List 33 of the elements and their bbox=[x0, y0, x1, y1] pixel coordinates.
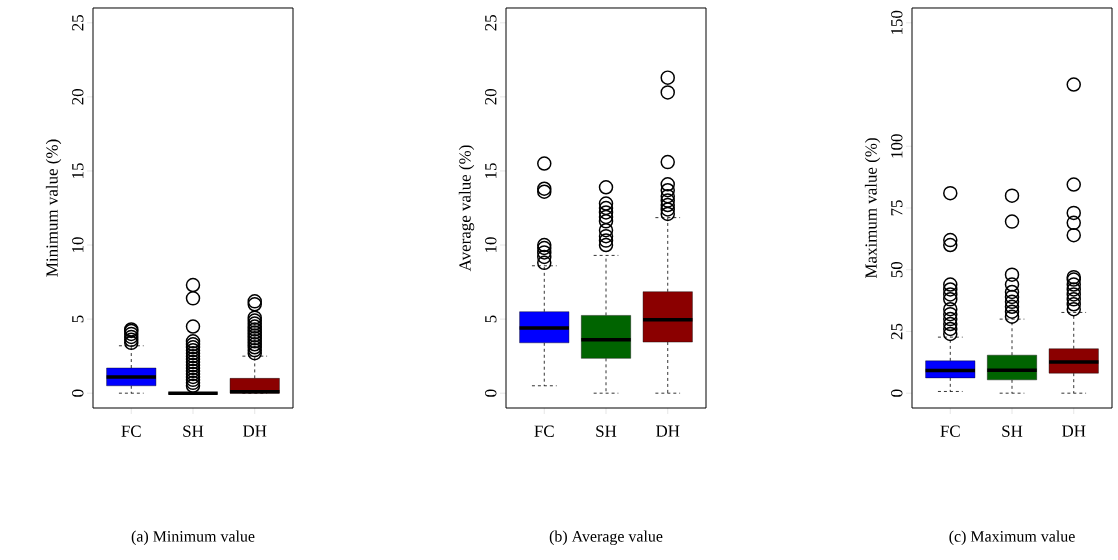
y-tick-label: 50 bbox=[891, 261, 903, 278]
y-axis-title: Maximum value (%) bbox=[864, 138, 881, 279]
x-tick-label: SH bbox=[596, 425, 617, 437]
y-axis-title: Minimum value (%) bbox=[45, 139, 62, 277]
y-tick-label: 25 bbox=[891, 323, 903, 340]
y-tick-label: 100 bbox=[891, 134, 903, 158]
y-tick-label: 10 bbox=[485, 237, 497, 253]
y-tick-label: 150 bbox=[891, 10, 903, 35]
y-tick-label: 0 bbox=[72, 389, 84, 397]
y-tick-label: 75 bbox=[891, 200, 903, 216]
y-tick-label: 5 bbox=[485, 315, 497, 323]
x-tick-label: FC bbox=[534, 425, 554, 437]
x-tick-label: FC bbox=[121, 425, 141, 437]
y-tick-label: 0 bbox=[891, 389, 903, 397]
y-tick-label: 0 bbox=[485, 389, 497, 397]
y-tick-label: 20 bbox=[72, 89, 84, 105]
y-tick-label: 20 bbox=[485, 89, 497, 105]
y-tick-label: 15 bbox=[72, 163, 84, 178]
y-tick-label: 10 bbox=[72, 237, 84, 253]
x-tick-label: DH bbox=[1061, 425, 1086, 437]
y-axis-title: Average value (%) bbox=[458, 145, 475, 272]
y-tick-label: 25 bbox=[485, 15, 497, 31]
x-tick-label: SH bbox=[1002, 425, 1023, 437]
y-tick-label: 5 bbox=[72, 315, 84, 323]
text: (a) Minimum value bbox=[131, 530, 255, 545]
text: (b) Average value bbox=[549, 530, 663, 546]
text: (c) Maximum value bbox=[949, 530, 1075, 545]
y-tick-label: 25 bbox=[72, 15, 84, 31]
x-tick-label: DH bbox=[655, 425, 680, 437]
x-tick-label: FC bbox=[940, 425, 960, 437]
y-tick-label: 15 bbox=[485, 163, 497, 178]
x-tick-label: DH bbox=[242, 425, 267, 437]
x-tick-label: SH bbox=[183, 425, 204, 437]
